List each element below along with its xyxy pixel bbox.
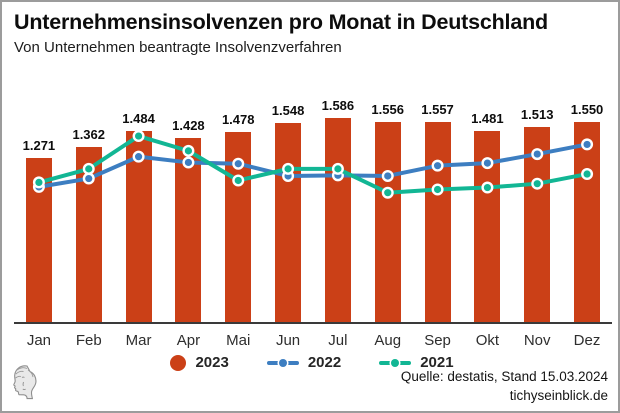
marker-2021-aug bbox=[381, 186, 394, 199]
marker-2022-sep bbox=[431, 159, 444, 172]
x-axis-label-jul: Jul bbox=[328, 332, 348, 349]
bar-series-2023: 1.271 1.362 1.484 1.428 1.478 1.548 1.586 1.556… bbox=[14, 92, 612, 322]
legend-item-2021: 2021 bbox=[379, 354, 454, 371]
marker-2021-apr bbox=[182, 144, 195, 157]
source-line: Quelle: destatis, Stand 15.03.2024 bbox=[400, 369, 608, 385]
bar-value-label: 1.478 bbox=[221, 112, 255, 127]
legend-swatch-2022-linedot-icon bbox=[266, 358, 299, 367]
marker-2022-aug bbox=[381, 169, 394, 182]
legend: 2023 2022 2021 bbox=[2, 354, 618, 371]
bar-2023-dez bbox=[574, 122, 601, 322]
legend-label-2022: 2022 bbox=[307, 354, 342, 371]
chart-subtitle: Von Unternehmen beantragte Insolvenzverf… bbox=[14, 38, 342, 56]
x-axis-label-mar: Mar bbox=[125, 332, 152, 349]
marker-2021-nov bbox=[531, 177, 544, 190]
legend-label-2023: 2023 bbox=[195, 354, 229, 371]
month-column-mar: 1.484 bbox=[114, 92, 164, 322]
line-2021 bbox=[36, 134, 590, 195]
x-axis-label-feb: Feb bbox=[75, 332, 102, 349]
marker-2022-mar bbox=[132, 150, 145, 163]
marker-2022-feb bbox=[82, 172, 95, 185]
bar-2023-jun bbox=[275, 123, 302, 322]
line-2022 bbox=[36, 142, 590, 189]
legend-swatch-2021-linedot-icon bbox=[379, 358, 412, 367]
bar-value-label: 1.586 bbox=[321, 98, 355, 113]
marker-2022-apr bbox=[182, 156, 195, 169]
legend-label-2021: 2021 bbox=[420, 354, 454, 371]
bar-value-label: 1.484 bbox=[122, 111, 155, 126]
site-line: tichyseinblick.de bbox=[509, 388, 608, 404]
marker-2021-jul bbox=[331, 162, 344, 175]
marker-2021-mai bbox=[232, 174, 245, 187]
marker-2022-okt bbox=[481, 157, 494, 170]
bar-value-label: 1.513 bbox=[520, 107, 554, 122]
legend-swatch-2023-circle-icon bbox=[170, 354, 187, 371]
legend-item-2022: 2022 bbox=[266, 354, 342, 371]
x-axis-label-aug: Aug bbox=[374, 332, 402, 349]
x-axis-labels: Jan Feb Mar Apr Mai Jun Jul Aug Sep Okt Nov Dez bbox=[14, 332, 612, 349]
chart-title: Unternehmensinsolvenzen pro Monat in Deu… bbox=[14, 10, 548, 34]
marker-2021-jan bbox=[32, 176, 45, 189]
marker-2021-feb bbox=[82, 162, 95, 175]
bar-value-label: 1.550 bbox=[570, 102, 604, 117]
month-column-aug: 1.556 bbox=[363, 92, 413, 322]
marker-2022-nov bbox=[531, 148, 544, 161]
x-axis-label-jan: Jan bbox=[26, 332, 51, 349]
marker-2021-sep bbox=[431, 183, 444, 196]
bar-value-label: 1.557 bbox=[421, 102, 454, 117]
x-axis-label-dez: Dez bbox=[573, 332, 601, 349]
x-axis-label-apr: Apr bbox=[176, 332, 201, 349]
bar-2023-jul bbox=[324, 118, 351, 322]
month-column-apr: 1.428 bbox=[163, 92, 213, 322]
bar-2023-aug bbox=[374, 122, 401, 322]
x-axis-label-jun: Jun bbox=[275, 332, 301, 349]
marker-2021-okt bbox=[481, 181, 494, 194]
bar-2023-sep bbox=[424, 122, 451, 322]
legend-item-2023: 2023 bbox=[170, 354, 229, 371]
header: Unternehmensinsolvenzen pro Monat in Deu… bbox=[2, 2, 618, 56]
month-column-sep: 1.557 bbox=[413, 92, 463, 322]
month-column-dez: 1.550 bbox=[562, 92, 612, 322]
marker-2022-mai bbox=[232, 157, 245, 170]
x-axis-label-nov: Nov bbox=[523, 332, 551, 349]
bar-2023-apr bbox=[175, 138, 202, 322]
bar-value-label: 1.428 bbox=[172, 118, 205, 133]
line-series-overlay bbox=[32, 130, 594, 199]
bar-2023-mar bbox=[125, 131, 152, 322]
month-column-jul: 1.586 bbox=[313, 92, 363, 322]
month-column-jun: 1.548 bbox=[263, 92, 313, 322]
marker-2021-jun bbox=[282, 162, 295, 175]
bar-value-label: 1.271 bbox=[22, 138, 56, 153]
bar-value-label: 1.362 bbox=[72, 127, 106, 142]
bar-value-label: 1.481 bbox=[471, 111, 504, 126]
source-attribution: Quelle: destatis, Stand 15.03.2024 tichy… bbox=[401, 368, 608, 406]
marker-2021-mar bbox=[132, 130, 145, 143]
x-axis-label-mai: Mai bbox=[226, 332, 251, 349]
bar-value-label: 1.556 bbox=[371, 102, 404, 117]
plot-area: 1.271 1.362 1.484 1.428 1.478 1.548 1.586 1.556… bbox=[14, 92, 612, 324]
tichys-einblick-head-logo bbox=[10, 364, 40, 405]
marker-2021-dez bbox=[581, 168, 594, 181]
x-axis-label-sep: Sep bbox=[424, 332, 451, 349]
bar-value-label: 1.548 bbox=[271, 103, 305, 118]
marker-2022-dez bbox=[581, 138, 594, 151]
x-axis-label-okt: Okt bbox=[475, 332, 500, 349]
